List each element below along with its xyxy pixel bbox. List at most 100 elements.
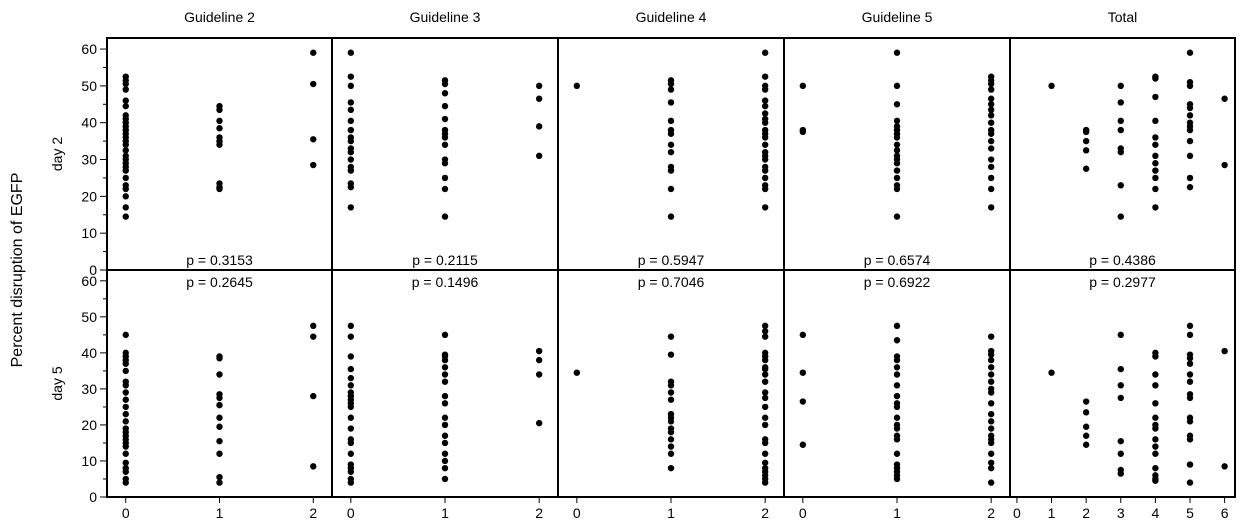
data-point: [123, 382, 129, 388]
data-point: [668, 81, 674, 87]
data-point: [1152, 75, 1158, 81]
panel: p = 0.2645: [123, 274, 317, 486]
data-point: [348, 204, 354, 210]
x-tick-label: 2: [1082, 505, 1090, 521]
data-point: [762, 333, 768, 339]
data-point: [442, 81, 448, 87]
data-point: [1083, 138, 1089, 144]
p-value-label: p = 0.4386: [1089, 252, 1156, 268]
data-point: [762, 50, 768, 56]
data-point: [988, 465, 994, 471]
data-point: [1083, 409, 1089, 415]
data-point: [310, 81, 316, 87]
data-point: [123, 332, 129, 338]
data-point: [988, 112, 994, 118]
x-tick-label: 1: [1048, 505, 1056, 521]
data-point: [1152, 443, 1158, 449]
data-point: [1118, 470, 1124, 476]
data-point: [1152, 382, 1158, 388]
y-tick-label: 60: [81, 41, 97, 57]
data-point: [1221, 162, 1227, 168]
data-point: [668, 99, 674, 105]
p-value-label: p = 0.2645: [186, 274, 253, 290]
data-point: [1083, 166, 1089, 172]
data-point: [894, 160, 900, 166]
data-point: [1187, 50, 1193, 56]
data-point: [123, 103, 129, 109]
data-point: [1152, 465, 1158, 471]
data-point: [1152, 175, 1158, 181]
x-tick-label: 2: [535, 505, 543, 521]
data-point: [988, 175, 994, 181]
data-point: [988, 418, 994, 424]
data-point: [123, 418, 129, 424]
data-point: [123, 469, 129, 475]
data-point: [1118, 99, 1124, 105]
data-point: [348, 118, 354, 124]
data-point: [988, 81, 994, 87]
data-point: [1118, 382, 1124, 388]
data-point: [894, 118, 900, 124]
data-point: [1187, 436, 1193, 442]
data-point: [988, 411, 994, 417]
data-point: [988, 164, 994, 170]
data-point: [668, 213, 674, 219]
data-point: [536, 357, 542, 363]
data-point: [894, 50, 900, 56]
panel: p = 0.6574: [800, 50, 995, 268]
data-point: [123, 86, 129, 92]
x-tick-label: 3: [1117, 505, 1125, 521]
column-title: Guideline 3: [410, 9, 481, 25]
data-point: [988, 479, 994, 485]
data-point: [762, 167, 768, 173]
data-point: [216, 395, 222, 401]
data-point: [123, 147, 129, 153]
data-point: [216, 142, 222, 148]
p-value-label: p = 0.1496: [412, 274, 479, 290]
data-point: [762, 451, 768, 457]
data-point: [123, 175, 129, 181]
data-point: [762, 357, 768, 363]
data-point: [348, 107, 354, 113]
data-point: [668, 429, 674, 435]
data-point: [1118, 332, 1124, 338]
data-point: [1118, 438, 1124, 444]
data-point: [1187, 83, 1193, 89]
y-axis-label: Percent disruption of EGFP: [9, 173, 26, 368]
data-point: [668, 451, 674, 457]
panel: p = 0.2977: [1048, 274, 1227, 486]
data-point: [1187, 378, 1193, 384]
data-point: [1152, 353, 1158, 359]
data-point: [442, 364, 448, 370]
data-point: [800, 442, 806, 448]
data-point: [894, 134, 900, 140]
data-point: [574, 83, 580, 89]
data-point: [894, 425, 900, 431]
data-point: [988, 86, 994, 92]
x-tick-label: 0: [1013, 505, 1021, 521]
data-point: [442, 371, 448, 377]
x-tick-label: 0: [122, 505, 130, 521]
data-point: [668, 382, 674, 388]
y-tick-label: 40: [81, 115, 97, 131]
p-value-label: p = 0.2115: [412, 252, 478, 268]
data-point: [1152, 167, 1158, 173]
data-point: [762, 119, 768, 125]
column-title: Guideline 4: [636, 9, 707, 25]
data-point: [668, 131, 674, 137]
data-point: [123, 167, 129, 173]
data-point: [348, 73, 354, 79]
data-point: [668, 397, 674, 403]
data-point: [1187, 105, 1193, 111]
data-point: [348, 404, 354, 410]
data-point: [1187, 371, 1193, 377]
data-point: [894, 337, 900, 343]
data-point: [442, 116, 448, 122]
data-point: [762, 186, 768, 192]
data-point: [123, 186, 129, 192]
data-point: [1083, 147, 1089, 153]
data-point: [988, 333, 994, 339]
row-title: day 2: [49, 137, 65, 171]
x-tick-label: 4: [1151, 505, 1159, 521]
data-point: [310, 393, 316, 399]
